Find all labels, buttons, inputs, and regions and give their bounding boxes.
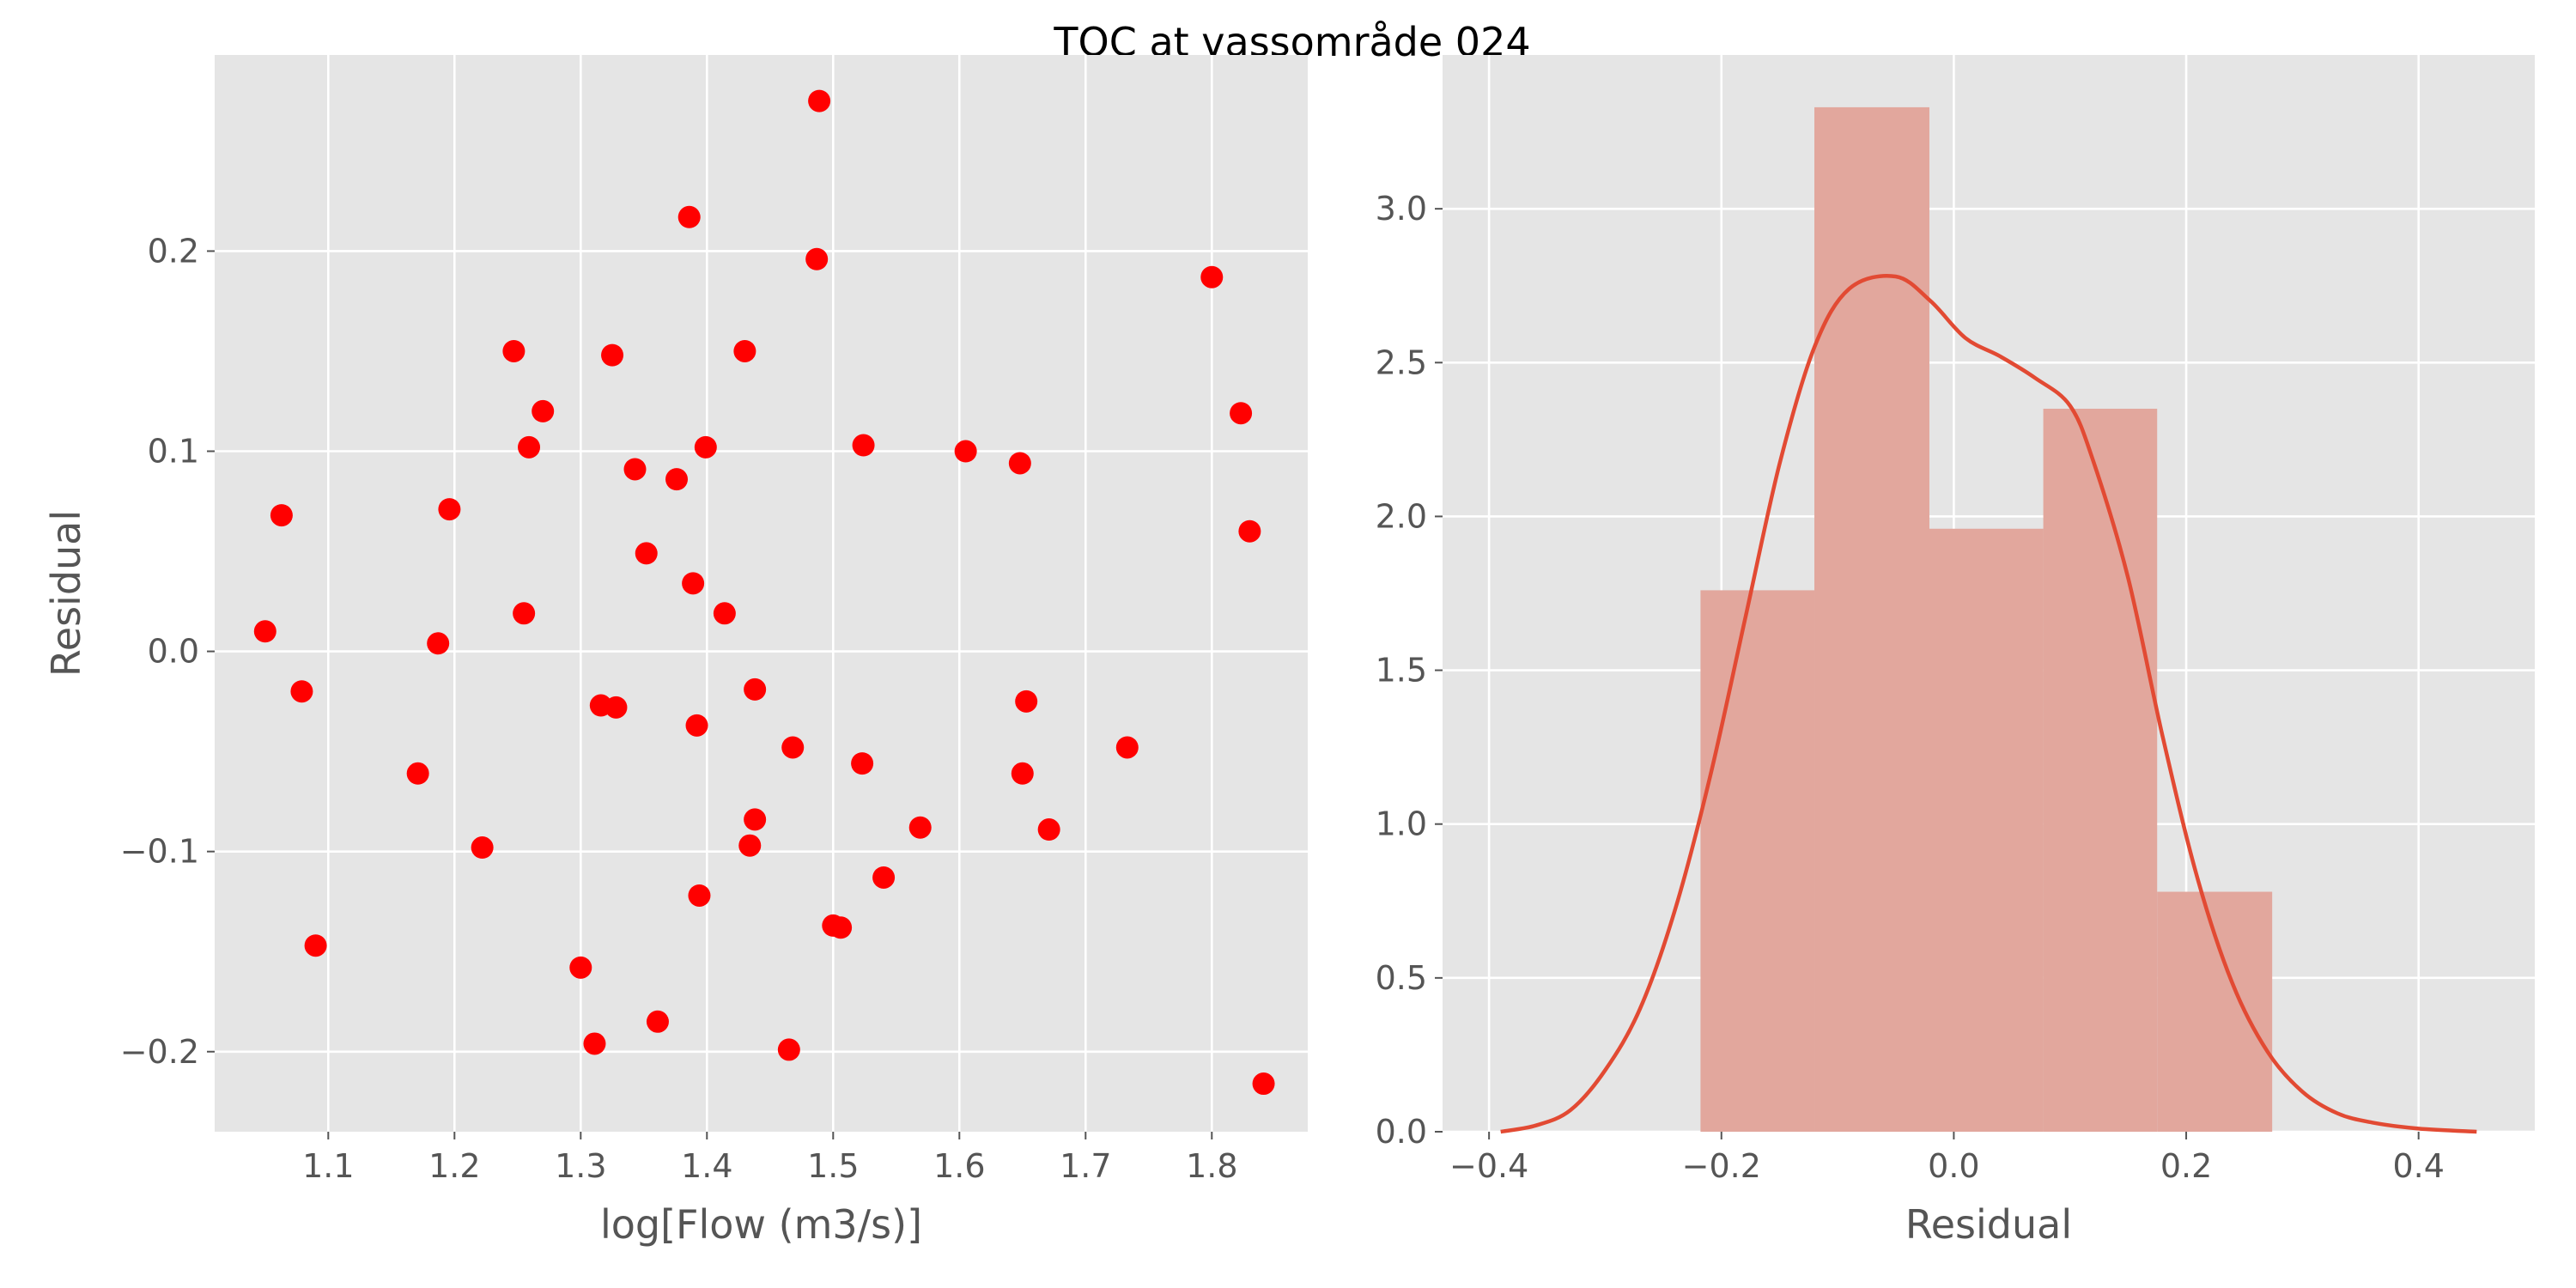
scatter-y-tick-label: 0.0 bbox=[148, 633, 199, 671]
scatter-point bbox=[605, 696, 628, 719]
scatter-plot-area bbox=[215, 55, 1308, 1132]
scatter-y-tick-label: 0.1 bbox=[148, 433, 199, 471]
scatter-point bbox=[518, 435, 541, 459]
scatter-point bbox=[954, 440, 977, 463]
scatter-x-tick-label: 1.8 bbox=[1186, 1147, 1237, 1185]
scatter-point bbox=[738, 834, 762, 857]
histogram-x-tick-label: 0.2 bbox=[2160, 1147, 2212, 1185]
scatter-x-tick-label: 1.6 bbox=[933, 1147, 985, 1185]
scatter-gridlines bbox=[215, 55, 1308, 1132]
scatter-point bbox=[623, 458, 647, 481]
scatter-x-tick-label: 1.7 bbox=[1060, 1147, 1111, 1185]
scatter-point bbox=[852, 434, 875, 457]
scatter-point bbox=[1011, 762, 1034, 785]
scatter-point bbox=[635, 542, 658, 565]
scatter-point bbox=[406, 762, 429, 785]
scatter-point bbox=[694, 435, 717, 459]
scatter-point bbox=[682, 572, 705, 595]
scatter-y-tick-label: −0.2 bbox=[120, 1033, 199, 1071]
scatter-point bbox=[290, 680, 313, 703]
scatter-point bbox=[733, 339, 756, 362]
scatter-point bbox=[872, 866, 896, 889]
scatter-x-tick-label: 1.4 bbox=[681, 1147, 732, 1185]
scatter-point bbox=[532, 399, 555, 422]
histogram-y-tick-label: 3.0 bbox=[1376, 190, 1427, 228]
scatter-point bbox=[851, 752, 874, 775]
histogram-y-tick-label: 1.5 bbox=[1376, 652, 1427, 690]
scatter-point bbox=[781, 736, 805, 759]
scatter-point bbox=[304, 934, 327, 957]
scatter-point bbox=[1252, 1072, 1275, 1096]
scatter-point bbox=[513, 602, 536, 625]
scatter-point bbox=[569, 956, 592, 979]
histogram-y-tick-label: 0.5 bbox=[1376, 959, 1427, 997]
histogram-bar bbox=[1929, 528, 2044, 1132]
scatter-y-ticks: −0.2 −0.1 0.0 0.1 0.2 bbox=[120, 232, 215, 1071]
scatter-x-tick-label: 1.2 bbox=[428, 1147, 480, 1185]
scatter-point bbox=[744, 808, 767, 831]
histogram-y-tick-label: 2.5 bbox=[1376, 343, 1427, 381]
scatter-x-axis-label: log[Flow (m3/s)] bbox=[600, 1201, 922, 1248]
scatter-point bbox=[502, 339, 526, 362]
histogram-bar bbox=[1814, 106, 1929, 1132]
histogram-x-tick-label: −0.4 bbox=[1449, 1147, 1528, 1185]
scatter-y-axis-label: Residual bbox=[43, 510, 89, 677]
scatter-y-tick-label: −0.1 bbox=[120, 833, 199, 871]
kde-curve bbox=[1500, 274, 2477, 1134]
scatter-point bbox=[1115, 736, 1139, 759]
scatter-point bbox=[665, 468, 689, 491]
scatter-point bbox=[908, 816, 932, 839]
histogram-x-axis-label: Residual bbox=[1905, 1201, 2072, 1248]
scatter-point bbox=[438, 498, 461, 521]
scatter-point bbox=[713, 602, 736, 625]
scatter-point bbox=[601, 343, 624, 367]
histogram-x-tick-label: −0.2 bbox=[1682, 1147, 1761, 1185]
scatter-point bbox=[685, 714, 708, 737]
histogram-x-tick-label: 0.0 bbox=[1928, 1147, 1979, 1185]
scatter-point bbox=[1008, 452, 1031, 475]
histogram-y-tick-label: 1.0 bbox=[1376, 805, 1427, 843]
histogram-x-tick-label: 0.4 bbox=[2392, 1147, 2444, 1185]
histogram-bar bbox=[2157, 891, 2273, 1132]
histogram-bar bbox=[2043, 409, 2158, 1132]
scatter-point bbox=[777, 1038, 800, 1061]
scatter-panel: 1.1 1.2 1.3 1.4 1.5 1.6 1.7 1.8 −0.2 −0.1 0.0 0.1 0… bbox=[43, 55, 1308, 1248]
scatter-point bbox=[646, 1010, 669, 1033]
scatter-point bbox=[744, 677, 767, 701]
scatter-x-tick-label: 1.3 bbox=[555, 1147, 606, 1185]
histogram-y-ticks: 0.0 0.5 1.0 1.5 2.0 2.5 3.0 bbox=[1376, 190, 1443, 1151]
histogram-y-tick-label: 2.0 bbox=[1376, 497, 1427, 535]
scatter-point bbox=[1037, 818, 1060, 841]
scatter-point bbox=[1200, 265, 1224, 289]
scatter-point bbox=[253, 620, 276, 643]
scatter-x-tick-label: 1.5 bbox=[807, 1147, 859, 1185]
scatter-point bbox=[677, 205, 701, 228]
histogram-y-tick-label: 0.0 bbox=[1376, 1113, 1427, 1151]
scatter-point bbox=[270, 504, 293, 527]
scatter-point bbox=[829, 916, 853, 939]
scatter-point bbox=[471, 836, 494, 860]
histogram-x-ticks: −0.4 −0.2 0.0 0.2 0.4 bbox=[1449, 1132, 2445, 1185]
scatter-x-tick-label: 1.1 bbox=[302, 1147, 354, 1185]
scatter-point bbox=[1230, 402, 1253, 425]
scatter-point bbox=[805, 247, 829, 270]
scatter-point bbox=[808, 89, 831, 112]
scatter-point bbox=[688, 884, 711, 907]
scatter-point bbox=[1238, 519, 1261, 543]
histogram-bar bbox=[1700, 590, 1815, 1132]
scatter-point bbox=[583, 1032, 606, 1055]
histogram-panel: −0.4 −0.2 0.0 0.2 0.4 0.00.51.01.52.02.53.0 … bbox=[1376, 55, 2535, 1248]
scatter-x-ticks: 1.1 1.2 1.3 1.4 1.5 1.6 1.7 1.8 bbox=[302, 1132, 1238, 1185]
scatter-points bbox=[253, 89, 1275, 1096]
scatter-point bbox=[427, 632, 450, 655]
scatter-point bbox=[1015, 690, 1038, 713]
scatter-y-tick-label: 0.2 bbox=[148, 232, 199, 270]
